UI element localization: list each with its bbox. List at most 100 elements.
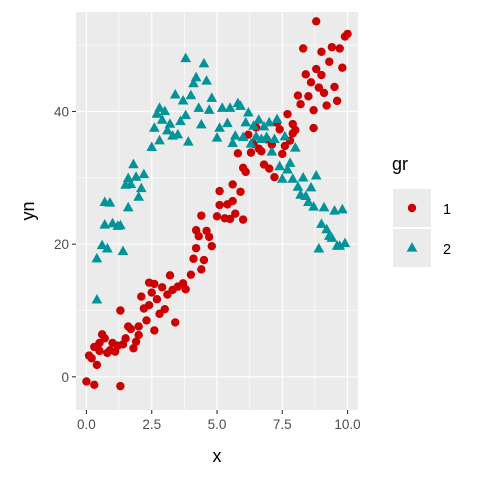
data-point	[211, 132, 223, 142]
data-point	[91, 252, 103, 263]
data-point	[216, 102, 228, 112]
data-point	[327, 42, 337, 52]
data-point	[322, 101, 331, 110]
data-point	[129, 344, 138, 353]
y-tick-label: 20	[54, 237, 69, 252]
data-point	[298, 44, 308, 53]
data-point	[215, 200, 224, 210]
data-point	[308, 201, 319, 211]
data-point	[162, 124, 173, 135]
data-point	[150, 326, 159, 335]
data-point	[215, 186, 224, 196]
data-point	[293, 91, 303, 100]
legend-label-1: 1	[443, 202, 451, 218]
data-point	[146, 141, 158, 151]
data-point	[271, 113, 283, 124]
data-point	[137, 292, 146, 301]
axis-ticks	[72, 110, 349, 414]
x-axis-title: x	[213, 446, 222, 466]
data-point	[131, 337, 141, 346]
data-point	[172, 128, 184, 139]
data-point	[197, 211, 206, 220]
data-point	[165, 271, 175, 280]
data-point	[248, 120, 259, 130]
data-point	[154, 134, 165, 145]
data-point	[134, 330, 143, 340]
data-point	[188, 77, 199, 88]
data-point	[237, 131, 249, 142]
legend-symbol-1	[407, 203, 417, 213]
data-point	[330, 82, 339, 92]
data-point	[144, 300, 154, 310]
data-point	[305, 181, 317, 192]
data-point	[128, 158, 139, 169]
data-point	[236, 187, 245, 196]
data-point	[117, 245, 129, 256]
data-point	[238, 215, 248, 224]
data-point	[102, 242, 113, 253]
x-tick-labels: 0.0 2.5 5.0 7.5 10.0	[77, 417, 361, 432]
data-point	[266, 146, 278, 156]
data-point	[87, 354, 96, 363]
data-point	[288, 129, 297, 138]
data-point	[186, 270, 196, 279]
data-point	[185, 89, 197, 100]
series-2	[91, 52, 351, 304]
x-tick-label: 0.0	[77, 417, 96, 432]
data-point	[116, 306, 125, 315]
data-point	[181, 285, 190, 294]
data-point	[201, 75, 212, 85]
data-point	[152, 295, 162, 304]
legend-symbols	[406, 203, 418, 252]
data-point	[156, 114, 168, 124]
data-point	[317, 70, 326, 80]
data-point	[149, 122, 160, 132]
data-point	[317, 47, 326, 56]
data-point	[157, 283, 167, 292]
data-point	[329, 205, 340, 215]
data-point	[92, 360, 102, 370]
data-point	[274, 160, 285, 171]
data-point	[150, 279, 159, 289]
data-point	[290, 142, 301, 152]
data-point	[292, 181, 304, 191]
data-point	[171, 318, 180, 327]
data-point	[122, 201, 134, 212]
data-point	[130, 171, 142, 181]
data-point	[190, 71, 202, 82]
data-point	[90, 380, 99, 389]
data-point	[275, 125, 284, 134]
data-point	[335, 44, 344, 53]
data-point	[107, 217, 118, 228]
legend-label-2: 2	[443, 242, 451, 258]
data-point	[316, 218, 327, 228]
data-point	[309, 105, 318, 115]
data-point	[257, 147, 266, 156]
data-point	[203, 104, 215, 114]
data-point	[177, 95, 189, 105]
data-point	[287, 173, 299, 183]
data-point	[225, 214, 235, 224]
data-point	[189, 254, 198, 263]
x-tick-label: 5.0	[208, 417, 227, 432]
data-point	[228, 180, 237, 189]
legend: gr 1 2	[392, 154, 451, 267]
data-point	[278, 149, 287, 159]
data-point	[125, 178, 137, 189]
data-point	[206, 92, 218, 102]
data-point	[212, 212, 222, 221]
data-point	[222, 117, 233, 128]
data-point	[204, 232, 214, 242]
data-point	[207, 241, 216, 251]
data-point	[343, 29, 352, 39]
data-point	[154, 102, 165, 112]
data-point	[233, 149, 243, 158]
data-point	[318, 201, 330, 212]
data-point	[224, 102, 236, 112]
data-point	[253, 114, 265, 124]
data-point	[175, 115, 186, 126]
data-point	[121, 334, 130, 343]
data-point	[196, 118, 207, 129]
major-gridlines	[76, 12, 358, 410]
